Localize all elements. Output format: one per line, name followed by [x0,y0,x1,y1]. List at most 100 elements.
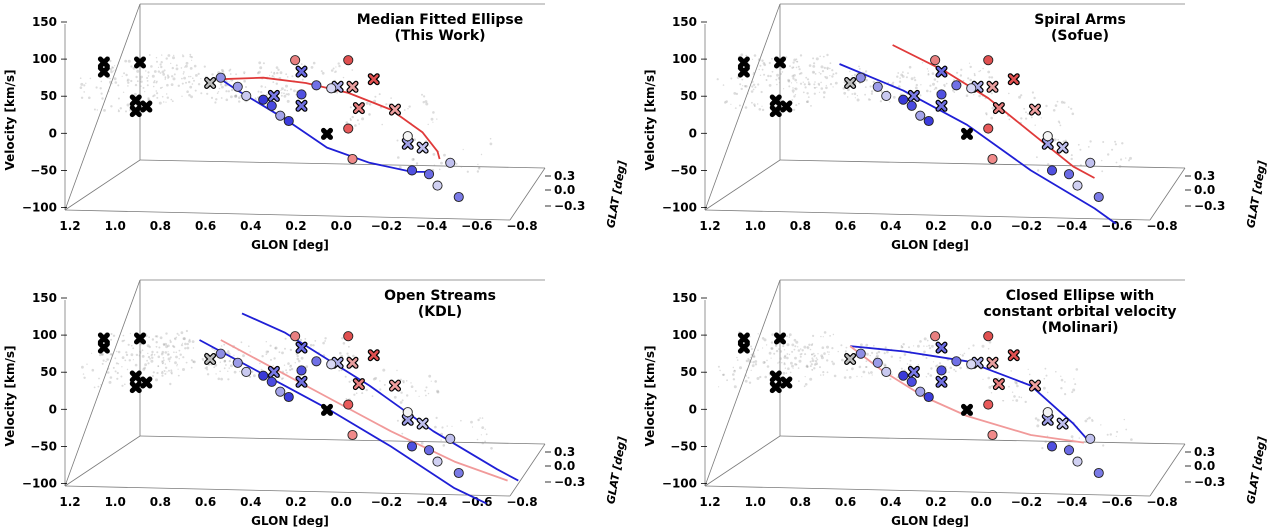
cloud-speck [1008,92,1010,95]
circle-marker [445,157,456,168]
cloud-speck [1111,148,1114,151]
glon-tick-label: 0.6 [835,495,856,509]
cloud-speck [788,85,791,88]
gas-cloud-points [81,329,493,450]
cloud-speck [106,371,110,374]
cloud-speck [820,354,824,358]
cloud-speck [433,164,436,166]
cloud-speck [791,364,794,368]
cloud-speck [861,376,863,378]
velocity-tick-label: −100 [662,201,697,215]
glat-axis-label: GLAT [deg] [1244,160,1269,229]
glon-tick-label: −0.4 [1056,219,1087,233]
cloud-speck [732,378,736,381]
cloud-speck [259,66,263,70]
cloud-speck [120,375,123,378]
circle-marker [1072,180,1083,191]
floor-edge-left [64,159,141,211]
cloud-speck [147,362,150,365]
cloud-speck [1064,139,1067,142]
cloud-speck [834,81,838,85]
velocity-tick-label: 0 [49,402,57,416]
cloud-speck [900,345,903,347]
cloud-speck [757,103,759,105]
cloud-speck [865,343,869,347]
cloud-speck [151,350,154,354]
cloud-speck [811,353,813,356]
source-markers [97,55,464,203]
cloud-speck [161,371,164,375]
cloud-speck [900,367,903,370]
model-curve-2 [220,76,441,160]
cloud-speck [175,351,178,354]
cloud-speck [840,344,843,347]
cloud-speck [124,59,128,63]
cloud-speck [943,83,946,87]
cloud-speck [771,70,774,73]
cloud-speck [344,375,347,378]
cloud-speck [132,359,134,361]
cloud-speck [176,365,178,367]
cloud-speck [164,372,167,375]
cloud-speck [117,109,120,111]
cloud-speck [85,82,87,85]
cloud-speck [766,359,768,362]
cloud-speck [190,56,193,59]
circle-marker [343,55,354,66]
cloud-speck [819,55,821,58]
cloud-speck [763,338,767,342]
cross-marker [141,377,152,388]
cloud-speck [899,77,901,79]
cloud-speck [811,343,814,345]
cloud-speck [766,79,768,81]
cross-marker [347,82,358,92]
cloud-speck [812,334,815,337]
cloud-speck [170,371,173,374]
cloud-speck [332,67,335,70]
cloud-speck [269,344,272,347]
cloud-speck [248,345,250,347]
velocity-tick-label: 0 [689,402,697,416]
cloud-speck [754,360,758,363]
cross-marker [739,333,749,344]
cloud-speck [170,98,173,101]
cloud-speck [785,335,788,338]
circle-marker [1063,169,1075,180]
cloud-speck [114,65,116,67]
cloud-speck [776,83,778,86]
cloud-speck [161,350,165,354]
glat-ticks: 0.30.0−0.3 [545,445,585,489]
cloud-speck [124,383,126,386]
cloud-speck [832,86,834,88]
cloud-speck [170,83,174,86]
cloud-speck [304,64,306,66]
cloud-speck [279,71,283,75]
cloud-speck [935,365,938,368]
cloud-speck [794,363,797,366]
cloud-speck [927,70,929,72]
circle-marker [258,370,269,381]
circle-marker [453,467,464,479]
cloud-speck [185,81,187,84]
cloud-speck [410,382,412,384]
cloud-speck [164,342,168,346]
cloud-speck [846,369,848,371]
cloud-speck [425,386,428,389]
cloud-speck [801,349,804,352]
cloud-speck [285,73,288,76]
cloud-speck [1041,447,1044,450]
cloud-speck [139,350,142,353]
cloud-speck [732,373,735,376]
cloud-speck [929,90,932,93]
cloud-speck [1072,388,1076,392]
velocity-tick-label: 50 [40,89,57,103]
cloud-speck [798,102,800,105]
circle-marker [275,110,286,121]
hidden-edge [64,279,141,487]
cloud-speck [225,364,227,366]
glon-ticks: 1.2 1.0 0.8 0.6 0.4 0.2 0.0 −0.2 −0.4 −0.6 −0.8 [699,495,1177,509]
glon-axis-line [64,485,511,497]
cloud-speck [114,69,117,72]
cloud-speck [1033,96,1036,100]
